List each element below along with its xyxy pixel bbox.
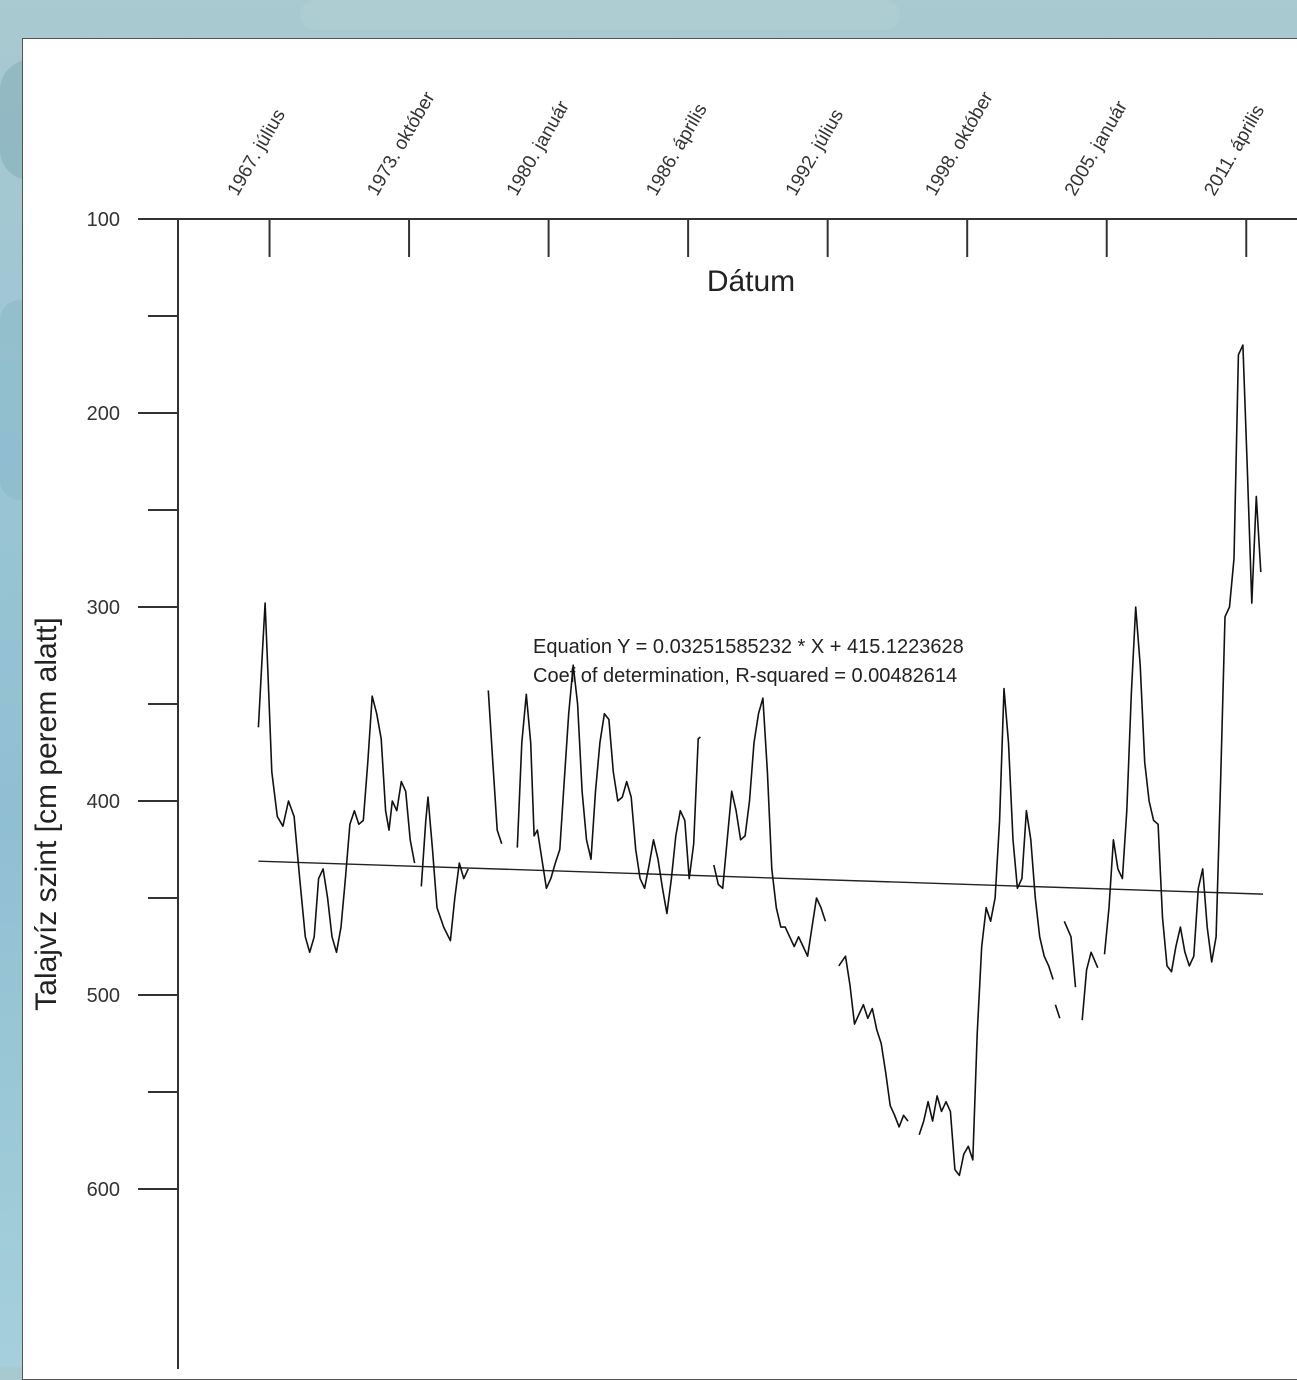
x-tick-label: 1967. július (224, 106, 290, 200)
series-line-segment (516, 664, 701, 915)
series-line-segment (1103, 344, 1262, 973)
series-line-segment (1081, 951, 1099, 1021)
series-line-segment (1054, 1004, 1061, 1019)
x-tick-label: 1992. július (782, 106, 848, 200)
y-tick-label: 200 (87, 403, 120, 425)
y-tick-label: 100 (87, 209, 120, 231)
groundwater-level-chart: 100 200 300 400 500 600 1967. július 1973. októ… (30, 88, 1297, 1369)
data-marks (257, 344, 1264, 1177)
trend-line (258, 860, 1264, 895)
equation-annotation: Equation Y = 0.03251585232 * X + 415.122… (533, 636, 964, 658)
chart-panel: 100 200 300 400 500 600 1967. július 1973. októ… (22, 38, 1297, 1380)
series-line-segment (918, 687, 1054, 1177)
x-tick-label: 2011. április (1200, 101, 1269, 199)
x-tick-label: 2005. január (1061, 97, 1132, 200)
series-line-segment (713, 697, 827, 957)
x-tick-label: 1998. október (921, 88, 998, 200)
series-line-segment (487, 690, 503, 844)
y-tick-label: 400 (87, 791, 120, 813)
y-tick-label: 300 (87, 597, 120, 619)
series-line-segment (257, 602, 416, 954)
series-line-segment (1063, 920, 1077, 988)
x-tick-label: 1973. október (363, 88, 440, 200)
x-tick-label: 1980. január (503, 97, 574, 200)
background-streak (300, 0, 900, 30)
series-line-segment (838, 955, 909, 1128)
r-squared-annotation: Coef of determination, R-squared = 0.004… (533, 665, 957, 687)
y-tick-label: 600 (87, 1179, 120, 1201)
x-axis-title: Dátum (707, 265, 795, 298)
x-tick-label: 1986. április (642, 100, 711, 199)
series-line-segment (420, 796, 469, 942)
y-axis-title: Talajvíz szint [cm perem alatt] (30, 617, 63, 1010)
y-tick-label: 500 (87, 985, 120, 1007)
axes: 100 200 300 400 500 600 1967. július 1973. októ… (87, 88, 1297, 1369)
